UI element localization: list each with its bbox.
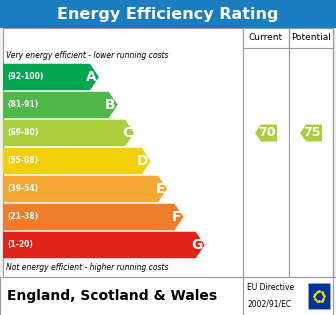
Polygon shape (300, 124, 322, 141)
Text: (81-91): (81-91) (7, 100, 38, 110)
Text: 75: 75 (303, 127, 321, 140)
Polygon shape (3, 120, 134, 146)
Text: 2002/91/EC: 2002/91/EC (247, 299, 291, 308)
Polygon shape (3, 204, 183, 230)
Text: (21-38): (21-38) (7, 213, 38, 221)
Text: C: C (122, 126, 132, 140)
Bar (243, 28, 289, 48)
Text: Energy Efficiency Rating: Energy Efficiency Rating (57, 7, 279, 21)
Text: (69-80): (69-80) (7, 129, 38, 138)
Bar (308, 284, 330, 309)
Text: EU Directive: EU Directive (247, 283, 294, 292)
Text: E: E (156, 182, 165, 196)
Text: England, Scotland & Wales: England, Scotland & Wales (7, 289, 217, 303)
Polygon shape (255, 124, 277, 141)
Text: Current: Current (249, 33, 283, 43)
Polygon shape (3, 232, 205, 258)
Text: (92-100): (92-100) (7, 72, 43, 82)
Text: (1-20): (1-20) (7, 240, 33, 249)
Bar (0, 277, 336, 315)
Text: (39-54): (39-54) (7, 185, 38, 193)
Text: (55-68): (55-68) (7, 157, 38, 165)
Text: 70: 70 (258, 127, 276, 140)
Text: G: G (191, 238, 203, 252)
Bar (3, 28, 333, 277)
Polygon shape (3, 148, 151, 174)
Text: A: A (86, 70, 97, 84)
Text: F: F (172, 210, 181, 224)
Text: Very energy efficient - lower running costs: Very energy efficient - lower running co… (6, 51, 168, 60)
Polygon shape (3, 64, 99, 90)
Polygon shape (3, 176, 167, 202)
Bar (289, 28, 333, 48)
Bar (0, 0, 336, 28)
Polygon shape (3, 92, 118, 118)
Text: D: D (137, 154, 149, 168)
Text: B: B (105, 98, 116, 112)
Text: Potential: Potential (291, 33, 331, 43)
Text: Not energy efficient - higher running costs: Not energy efficient - higher running co… (6, 263, 168, 272)
